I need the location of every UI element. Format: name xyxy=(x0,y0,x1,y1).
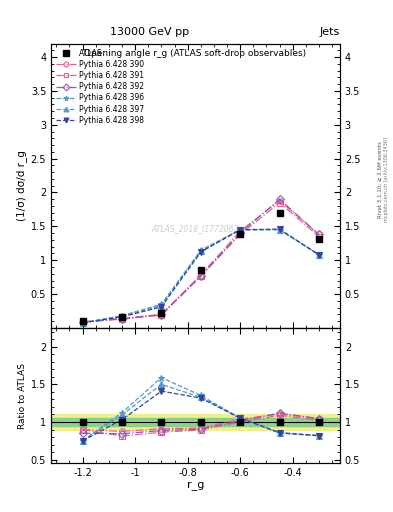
Y-axis label: Ratio to ATLAS: Ratio to ATLAS xyxy=(18,362,27,429)
Y-axis label: (1/σ) dσ/d r_g: (1/σ) dσ/d r_g xyxy=(16,151,27,221)
Bar xyxy=(51,418,340,426)
Legend: ATLAS, Pythia 6.428 390, Pythia 6.428 391, Pythia 6.428 392, Pythia 6.428 396, P: ATLAS, Pythia 6.428 390, Pythia 6.428 39… xyxy=(55,47,145,126)
Text: Opening angle r_g (ATLAS soft-drop observables): Opening angle r_g (ATLAS soft-drop obser… xyxy=(84,49,307,58)
X-axis label: r_g: r_g xyxy=(187,481,204,491)
Bar xyxy=(51,414,340,430)
Text: mcplots.cern.ch [arXiv:1306.3436]: mcplots.cern.ch [arXiv:1306.3436] xyxy=(384,137,389,222)
Text: ATLAS_2019_I1772062: ATLAS_2019_I1772062 xyxy=(152,224,239,233)
Text: Jets: Jets xyxy=(320,27,340,37)
Text: Rivet 3.1.10; ≥ 2.6M events: Rivet 3.1.10; ≥ 2.6M events xyxy=(378,141,383,218)
Text: 13000 GeV pp: 13000 GeV pp xyxy=(110,27,189,37)
